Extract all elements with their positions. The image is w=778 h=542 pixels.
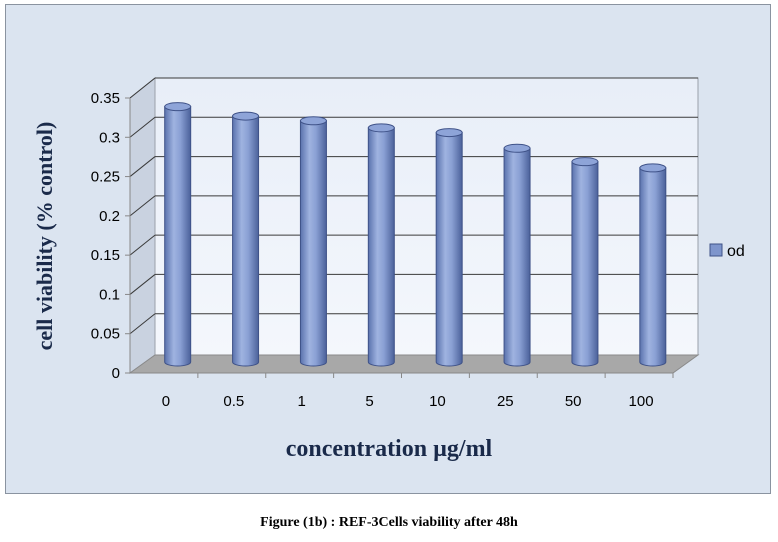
bar [232, 111, 260, 367]
gridline-side [129, 77, 156, 99]
bar [571, 157, 599, 367]
bar-top [435, 128, 463, 138]
gridline-side [129, 116, 156, 138]
bar-body [503, 147, 531, 367]
bar-body [435, 132, 463, 367]
gridline-side [129, 313, 156, 335]
legend: od [709, 243, 745, 260]
y-tick-label: 0.3 [99, 129, 120, 146]
x-tick-label: 1 [298, 393, 306, 410]
y-tick-label: 0.15 [91, 247, 120, 264]
x-tick-label: 25 [497, 393, 514, 410]
bar-chart: 0 0.05 0.1 0.15 0.2 0.25 0.3 0.35 0 0.5 1 5 10 25 50 1… [32, 76, 745, 462]
bar-body [299, 120, 327, 367]
legend-label: od [727, 243, 745, 260]
x-tick-label: 50 [565, 393, 582, 410]
x-tick-label: 5 [365, 393, 373, 410]
y-tick-label: 0 [112, 365, 120, 382]
chart-floor [128, 354, 700, 374]
x-tick-label: 0.5 [223, 393, 244, 410]
x-tick-label: 100 [629, 393, 654, 410]
bar-body [571, 161, 599, 367]
bar-body [164, 106, 192, 367]
figure-caption: Figure (1b) : REF-3Cells viability after… [260, 515, 518, 530]
bar-top [299, 116, 327, 126]
bars [164, 102, 667, 367]
gridline-side [129, 234, 156, 256]
bar-top [639, 163, 667, 173]
bar [164, 102, 192, 367]
bar-top [571, 157, 599, 167]
bar [299, 116, 327, 367]
y-tick-label: 0.05 [91, 326, 120, 343]
bar [367, 123, 395, 367]
gridline-side [129, 274, 156, 295]
legend-swatch [709, 243, 723, 257]
gridline-side [129, 195, 156, 217]
bar-top [164, 102, 192, 112]
bar-body [639, 167, 667, 367]
bar [639, 163, 667, 367]
gridline-side [129, 156, 156, 177]
x-tick-label: 10 [429, 393, 446, 410]
bar-body [232, 115, 260, 367]
bar [435, 128, 463, 367]
side-wall [129, 76, 156, 374]
x-axis-ticks: 0 0.5 1 5 10 25 50 100 [162, 373, 674, 410]
bar [503, 143, 531, 367]
y-tick-label: 0.35 [91, 90, 120, 107]
bar-top [232, 111, 260, 121]
bar-top [367, 123, 395, 133]
y-axis-label: cell viability (% control) [32, 122, 57, 351]
y-axis-ticks: 0 0.05 0.1 0.15 0.2 0.25 0.3 0.35 [91, 90, 130, 382]
bar-body [367, 127, 395, 367]
x-tick-label: 0 [162, 393, 170, 410]
y-tick-label: 0.1 [99, 286, 120, 303]
y-tick-label: 0.25 [91, 169, 120, 186]
bar-top [503, 143, 531, 153]
y-tick-label: 0.2 [99, 208, 120, 225]
x-axis-label: concentration µg/ml [286, 436, 493, 462]
